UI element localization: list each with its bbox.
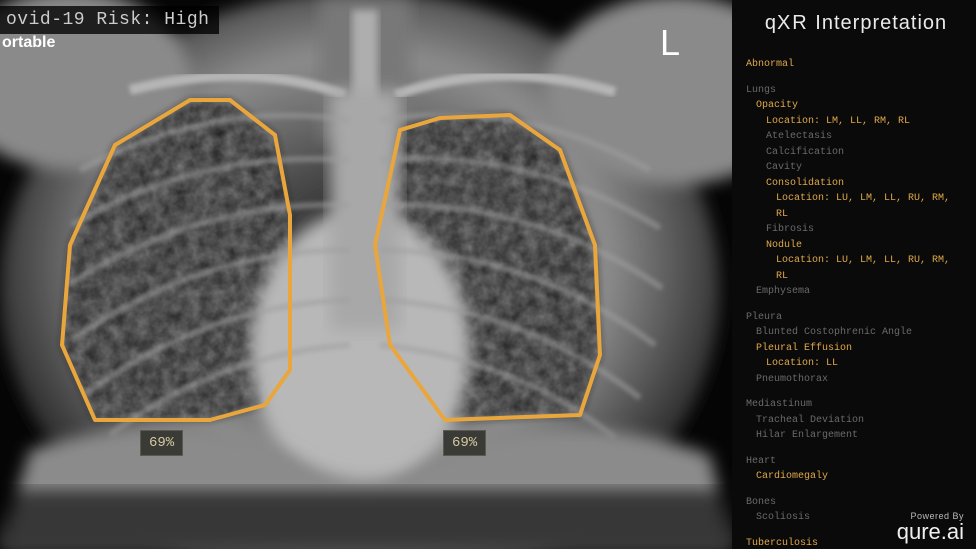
xray-svg bbox=[0, 0, 732, 549]
finding-line: Hilar Enlargement bbox=[756, 428, 966, 444]
finding-line: Location: LU, LM, LL, RU, RM, RL bbox=[776, 191, 966, 222]
finding-line: Atelectasis bbox=[766, 129, 966, 145]
finding-line: Heart bbox=[746, 454, 966, 470]
app-root: ovid-19 Risk: High ortable L 69% 69% qXR… bbox=[0, 0, 976, 549]
finding-line: Location: LL bbox=[766, 356, 966, 372]
findings-list: Abnormal LungsOpacityLocation: LM, LL, RM… bbox=[746, 57, 966, 549]
finding-line: Pleural Effusion bbox=[756, 341, 966, 357]
finding-line: Nodule bbox=[766, 238, 966, 254]
brand-logo: qure.ai bbox=[897, 521, 964, 543]
finding-line: Pneumothorax bbox=[756, 372, 966, 388]
finding-line: Bones bbox=[746, 495, 966, 511]
percent-badge-left-lung: 69% bbox=[443, 430, 486, 456]
finding-line: Mediastinum bbox=[746, 397, 966, 413]
interpretation-panel: qXR Interpretation AbnormalLungsOpacityL… bbox=[732, 0, 976, 549]
powered-by: Powered By qure.ai bbox=[897, 511, 964, 543]
finding-line: Cavity bbox=[766, 160, 966, 176]
finding-line: Abnormal bbox=[746, 57, 966, 73]
laterality-marker: L bbox=[660, 22, 680, 64]
finding-line: Pleura bbox=[746, 310, 966, 326]
panel-title: qXR Interpretation bbox=[746, 12, 966, 35]
finding-line: Cardiomegaly bbox=[756, 469, 966, 485]
finding-line: Blunted Costophrenic Angle bbox=[756, 325, 966, 341]
finding-line: Location: LM, LL, RM, RL bbox=[766, 114, 966, 130]
finding-line: Location: LU, LM, LL, RU, RM, RL bbox=[776, 253, 966, 284]
risk-text: ovid-19 Risk: High bbox=[6, 10, 209, 30]
finding-line: Lungs bbox=[746, 83, 966, 99]
finding-line: Consolidation bbox=[766, 176, 966, 192]
portable-label: ortable bbox=[0, 34, 55, 52]
finding-line: Opacity bbox=[756, 98, 966, 114]
finding-line: Emphysema bbox=[756, 284, 966, 300]
finding-line: Fibrosis bbox=[766, 222, 966, 238]
finding-line: Tracheal Deviation bbox=[756, 413, 966, 429]
finding-line: Calcification bbox=[766, 145, 966, 161]
percent-badge-right-lung: 69% bbox=[140, 430, 183, 456]
xray-viewport[interactable]: ovid-19 Risk: High ortable L 69% 69% bbox=[0, 0, 732, 549]
risk-badge: ovid-19 Risk: High bbox=[0, 6, 219, 34]
